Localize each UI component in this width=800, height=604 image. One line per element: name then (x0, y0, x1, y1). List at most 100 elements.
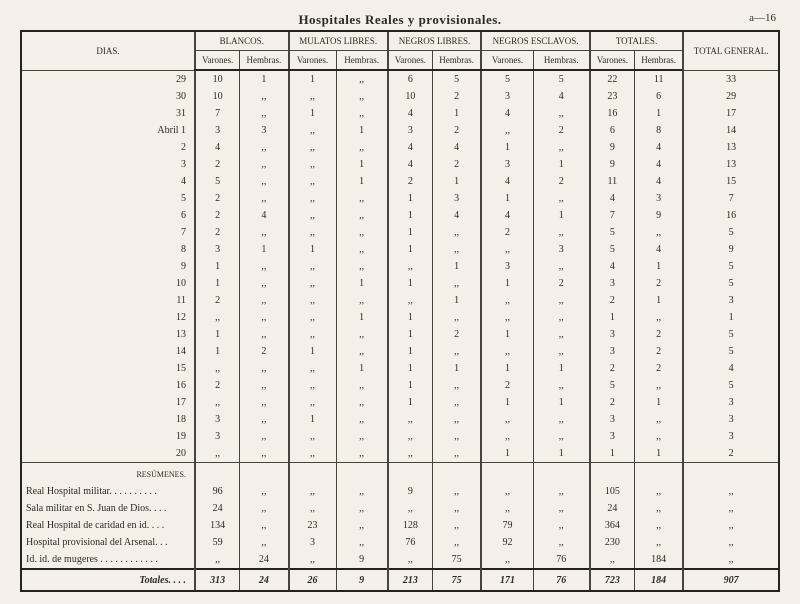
value-cell: ,, (336, 445, 388, 463)
table-row: 32,,,,142319413 (21, 156, 779, 173)
value-cell: 16 (590, 105, 635, 122)
table-body: 291011,,65552211333010,,,,,,102342362931… (21, 70, 779, 591)
value-cell: 3 (590, 326, 635, 343)
value-cell: 5 (683, 326, 779, 343)
value-cell: ,, (240, 500, 289, 517)
value-cell: 59 (195, 534, 240, 551)
value-cell: 3 (481, 88, 533, 105)
value-cell: ,, (195, 551, 240, 569)
value-cell: 105 (590, 483, 635, 500)
value-cell: 5 (590, 224, 635, 241)
value-cell: ,, (433, 445, 482, 463)
value-cell: ,, (388, 428, 433, 445)
value-cell: ,, (533, 483, 590, 500)
value-cell: 3 (195, 428, 240, 445)
table-row: 317,,1,,414,,16117 (21, 105, 779, 122)
value-cell: ,, (336, 224, 388, 241)
value-cell: 3 (195, 122, 240, 139)
value-cell: 2 (195, 156, 240, 173)
value-cell: ,, (240, 309, 289, 326)
value-cell: 3 (590, 275, 635, 292)
value-cell: ,, (240, 394, 289, 411)
dias-cell: Abril 1 (21, 122, 195, 139)
value-cell: ,, (481, 292, 533, 309)
value-cell: 1 (195, 343, 240, 360)
value-cell: ,, (240, 326, 289, 343)
value-cell: 1 (481, 139, 533, 156)
value-cell: ,, (289, 394, 336, 411)
dias-cell: 3 (21, 156, 195, 173)
value-cell: 2 (533, 122, 590, 139)
value-cell: ,, (240, 292, 289, 309)
value-cell: 3 (481, 258, 533, 275)
value-cell: ,, (533, 534, 590, 551)
value-cell: ,, (433, 241, 482, 258)
sub-hembras: Hembras. (433, 51, 482, 71)
value-cell: 1 (195, 275, 240, 292)
value-cell: ,, (635, 411, 684, 428)
value-cell: 79 (481, 517, 533, 534)
value-cell: 2 (388, 173, 433, 190)
value-cell: 4 (481, 105, 533, 122)
table-row: 72,,,,,,1,,2,,5,,5 (21, 224, 779, 241)
value-cell: 2 (683, 445, 779, 463)
value-cell: ,, (289, 207, 336, 224)
value-cell: 4 (683, 360, 779, 377)
value-cell: 4 (388, 156, 433, 173)
value-cell: 1 (289, 411, 336, 428)
value-cell: 1 (388, 309, 433, 326)
value-cell: 5 (683, 224, 779, 241)
value-cell: 4 (481, 207, 533, 224)
value-cell: 2 (533, 275, 590, 292)
value-cell: ,, (635, 428, 684, 445)
value-cell: ,, (240, 411, 289, 428)
value-cell: ,, (533, 377, 590, 394)
value-cell: 24 (590, 500, 635, 517)
table-row: Real Hospital de caridad en id. . . .134… (21, 517, 779, 534)
value-cell: 1 (336, 156, 388, 173)
value-cell: 9 (336, 551, 388, 569)
value-cell: 3 (635, 190, 684, 207)
value-cell: ,, (336, 241, 388, 258)
dias-cell: 8 (21, 241, 195, 258)
value-cell: 1 (635, 394, 684, 411)
value-cell: 1 (388, 241, 433, 258)
value-cell: 1 (388, 394, 433, 411)
value-cell: 13 (683, 139, 779, 156)
value-cell: 3 (683, 292, 779, 309)
value-cell: ,, (533, 428, 590, 445)
value-cell: 17 (683, 105, 779, 122)
resumenes-header-row: RESÚMENES. (21, 463, 779, 484)
value-cell: 1 (388, 343, 433, 360)
value-cell: ,, (289, 139, 336, 156)
table-row: Real Hospital militar. . . . . . . . . .… (21, 483, 779, 500)
value-cell: 10 (388, 88, 433, 105)
sub-varones: Varones. (289, 51, 336, 71)
value-cell: ,, (433, 428, 482, 445)
value-cell: 4 (635, 241, 684, 258)
value-cell: 1 (635, 445, 684, 463)
sub-varones: Varones. (388, 51, 433, 71)
value-cell: 3 (683, 428, 779, 445)
dias-cell: Sala militar en S. Juan de Dios. . . . (21, 500, 195, 517)
value-cell: 1 (481, 394, 533, 411)
value-cell: 5 (590, 241, 635, 258)
value-cell: 5 (590, 377, 635, 394)
value-cell: ,, (240, 517, 289, 534)
value-cell: 1 (433, 292, 482, 309)
value-cell: ,, (289, 377, 336, 394)
table-row: 24,,,,,,441,,9413 (21, 139, 779, 156)
value-cell: ,, (240, 190, 289, 207)
value-cell: 1 (533, 394, 590, 411)
empty-cell (195, 463, 240, 484)
value-cell: ,, (336, 394, 388, 411)
value-cell: 5 (683, 377, 779, 394)
dias-cell: 30 (21, 88, 195, 105)
value-cell: ,, (336, 377, 388, 394)
dias-cell: 7 (21, 224, 195, 241)
value-cell: 5 (533, 70, 590, 88)
value-cell: ,, (289, 445, 336, 463)
value-cell: 76 (533, 569, 590, 591)
value-cell: ,, (481, 241, 533, 258)
value-cell: 26 (289, 569, 336, 591)
